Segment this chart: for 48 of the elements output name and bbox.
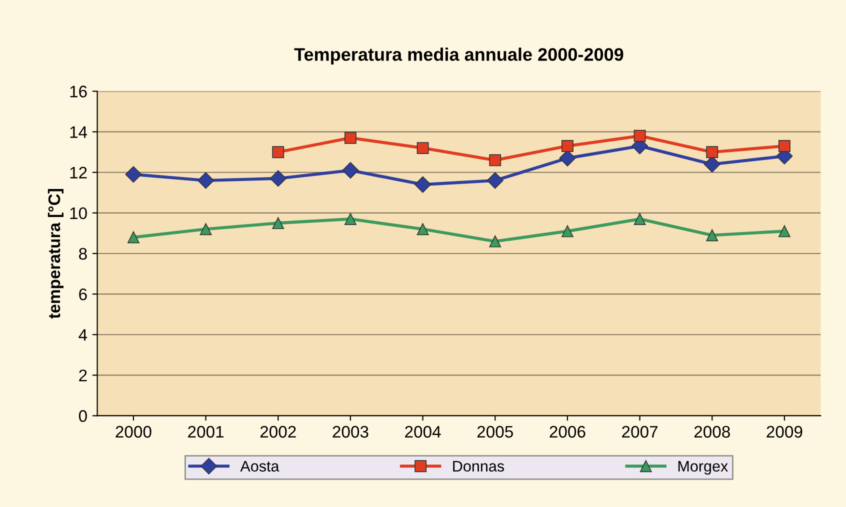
point (561, 140, 574, 152)
point (778, 140, 790, 152)
point (416, 142, 429, 154)
y-axis-title: temperatura [°C] (48, 189, 64, 319)
x-tick-label: 2007 (622, 426, 658, 438)
y-tick-label: 10 (70, 207, 87, 220)
point (489, 154, 502, 166)
point (344, 132, 356, 144)
y-tick-label: 0 (78, 410, 87, 422)
point (272, 217, 284, 230)
point (270, 170, 286, 187)
y-tick-label: 6 (79, 288, 87, 300)
point (342, 162, 359, 179)
x-tick-label: 2003 (332, 426, 368, 438)
point (414, 176, 432, 193)
point (486, 172, 504, 189)
point (778, 225, 790, 238)
x-tick-label: 2004 (405, 426, 441, 438)
point (272, 146, 284, 158)
x-tick-label: 2008 (694, 426, 730, 438)
point (200, 223, 212, 236)
x-tick-label: 2005 (477, 426, 513, 438)
point (125, 166, 142, 183)
y-tick-label: 4 (78, 329, 88, 341)
chart-title: Temperatura media annuale 2000-2009 (294, 48, 624, 64)
x-tick-label: 2002 (260, 426, 296, 438)
x-tick-label: 2001 (188, 426, 224, 438)
point (634, 213, 646, 225)
x-tick-label: 2006 (550, 426, 586, 438)
point (489, 235, 502, 248)
point (198, 172, 214, 189)
y-tick-label: 14 (70, 126, 88, 138)
point (706, 229, 718, 242)
x-tick-label: 2009 (766, 426, 802, 438)
y-tick-label: 16 (70, 86, 87, 98)
legend-label: Donnas (453, 460, 504, 472)
point (344, 213, 356, 225)
y-tick-label: 2 (79, 370, 87, 382)
point (416, 223, 429, 236)
point (634, 130, 646, 142)
point (706, 146, 718, 158)
point (127, 231, 140, 244)
legend-label: Aosta (240, 460, 280, 472)
y-tick-label: 12 (70, 166, 87, 178)
point (561, 225, 574, 238)
legend-label: Morgex (678, 460, 728, 475)
y-tick-label: 8 (79, 248, 87, 260)
x-tick-label: 2000 (116, 426, 152, 438)
